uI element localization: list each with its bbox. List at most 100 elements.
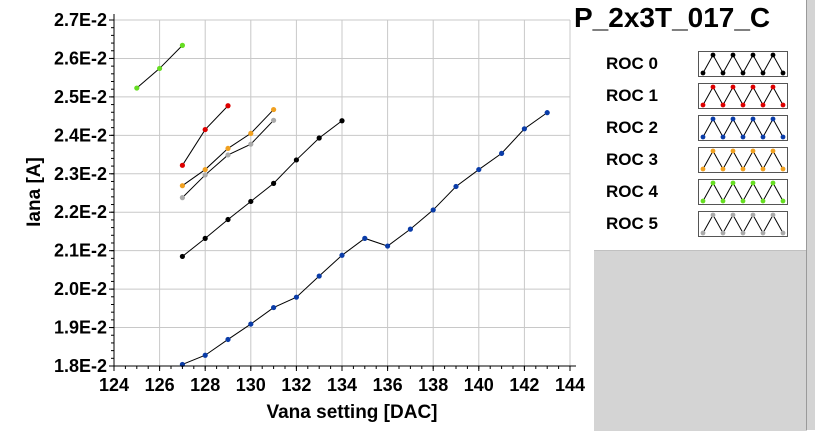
- x-tick-label: 134: [327, 375, 357, 395]
- series-roc-4: [134, 42, 185, 91]
- legend-swatch-marker: [780, 102, 786, 108]
- legend-swatch-line: [702, 213, 784, 235]
- series-roc-1: [179, 103, 231, 168]
- legend-swatch-marker: [740, 198, 746, 204]
- panel-background: [594, 250, 807, 431]
- series-layer: [134, 42, 550, 368]
- legend-swatch-marker: [750, 84, 756, 90]
- data-point: [499, 150, 505, 157]
- legend-label: ROC 2: [606, 118, 658, 137]
- x-tick-label: 130: [236, 375, 266, 395]
- legend-swatch-graphic: [700, 84, 786, 108]
- legend-swatch-marker: [760, 102, 766, 108]
- data-point: [476, 166, 482, 173]
- legend-swatch-marker: [730, 84, 736, 90]
- legend-swatch-marker: [770, 148, 776, 154]
- legend-swatch-marker: [750, 148, 756, 154]
- legend-swatch-marker: [700, 102, 706, 108]
- legend-swatch-line: [702, 149, 784, 171]
- legend-entry: ROC 0: [596, 48, 797, 80]
- legend-swatch-marker: [780, 70, 786, 76]
- data-point: [225, 152, 231, 158]
- series-roc-5: [179, 117, 277, 201]
- data-point: [202, 126, 208, 133]
- legend-swatch-graphic: [700, 116, 786, 140]
- x-tick-label: 144: [555, 375, 585, 395]
- legend-swatch-marker: [730, 180, 736, 186]
- data-point: [225, 103, 231, 109]
- data-point: [339, 118, 345, 124]
- legend-swatch-marker: [710, 148, 716, 154]
- legend-swatch-marker: [720, 166, 726, 172]
- plot-title: P_2x3T_017_C: [574, 2, 771, 33]
- legend-swatch-marker: [710, 116, 716, 122]
- legend-swatch: [698, 83, 788, 109]
- data-point: [179, 195, 185, 201]
- data-point: [362, 235, 368, 241]
- data-point: [248, 130, 254, 137]
- legend-swatch-marker: [770, 52, 776, 58]
- legend-entry: ROC 2: [596, 112, 797, 144]
- data-point: [179, 253, 185, 260]
- data-point: [385, 243, 391, 249]
- data-point: [225, 145, 231, 152]
- legend-swatch-marker: [740, 134, 746, 140]
- legend-swatch-marker: [730, 52, 736, 58]
- data-point: [248, 141, 254, 147]
- legend-swatch-marker: [760, 70, 766, 76]
- legend-swatch-marker: [740, 102, 746, 108]
- axes: 124 126 128 130 132 134 136 138 140 142 144 1.8E-2 1…: [54, 10, 585, 395]
- y-axis-label: Iana [A]: [24, 157, 45, 227]
- data-point: [225, 336, 231, 343]
- legend-label: ROC 5: [606, 214, 658, 233]
- legend-swatch-marker: [730, 116, 736, 122]
- legend-swatch-marker: [770, 116, 776, 122]
- data-point: [544, 110, 550, 116]
- y-tick-label: 2.1E-2: [54, 241, 107, 261]
- data-point: [179, 42, 185, 48]
- data-point: [134, 85, 140, 91]
- legend-swatch-marker: [750, 180, 756, 186]
- legend-swatch-marker: [780, 230, 786, 236]
- legend-swatch-marker: [740, 70, 746, 76]
- series-line: [182, 120, 343, 257]
- legend-entry: ROC 4: [596, 176, 797, 208]
- data-point: [202, 166, 208, 173]
- legend-swatch-line: [702, 53, 784, 75]
- data-point: [225, 216, 231, 223]
- legend-swatch-marker: [700, 198, 706, 204]
- legend-swatch-marker: [760, 134, 766, 140]
- data-point: [202, 172, 208, 178]
- y-tick-label: 2.2E-2: [54, 202, 107, 222]
- data-point: [521, 126, 528, 132]
- legend-swatch-marker: [730, 148, 736, 154]
- legend-swatch-marker: [770, 180, 776, 186]
- window-edge: [806, 0, 815, 430]
- data-point: [179, 183, 185, 189]
- legend-swatch-line: [702, 181, 784, 203]
- legend-swatch-marker: [760, 166, 766, 172]
- legend-swatch-marker: [720, 70, 726, 76]
- data-point: [179, 162, 185, 168]
- data-point: [271, 117, 277, 123]
- x-tick-label: 140: [464, 375, 494, 395]
- legend-swatch: [698, 211, 788, 237]
- legend-swatch-marker: [700, 134, 706, 140]
- legend-swatch-marker: [710, 180, 716, 186]
- legend-swatch-marker: [720, 198, 726, 204]
- legend-swatch-marker: [780, 166, 786, 172]
- x-tick-label: 138: [418, 375, 448, 395]
- plot-background: [0, 0, 594, 430]
- legend-swatch-marker: [700, 70, 706, 76]
- legend-swatch-graphic: [700, 180, 786, 204]
- legend-swatch: [698, 179, 788, 205]
- legend-swatch-marker: [730, 212, 736, 218]
- legend-swatch: [698, 115, 788, 141]
- x-tick-label: 124: [99, 375, 129, 395]
- y-tick-label: 2.4E-2: [54, 125, 107, 145]
- legend-swatch-marker: [750, 116, 756, 122]
- y-tick-label: 1.8E-2: [54, 356, 107, 376]
- legend-swatch-graphic: [700, 212, 786, 236]
- legend-swatch-graphic: [700, 148, 786, 172]
